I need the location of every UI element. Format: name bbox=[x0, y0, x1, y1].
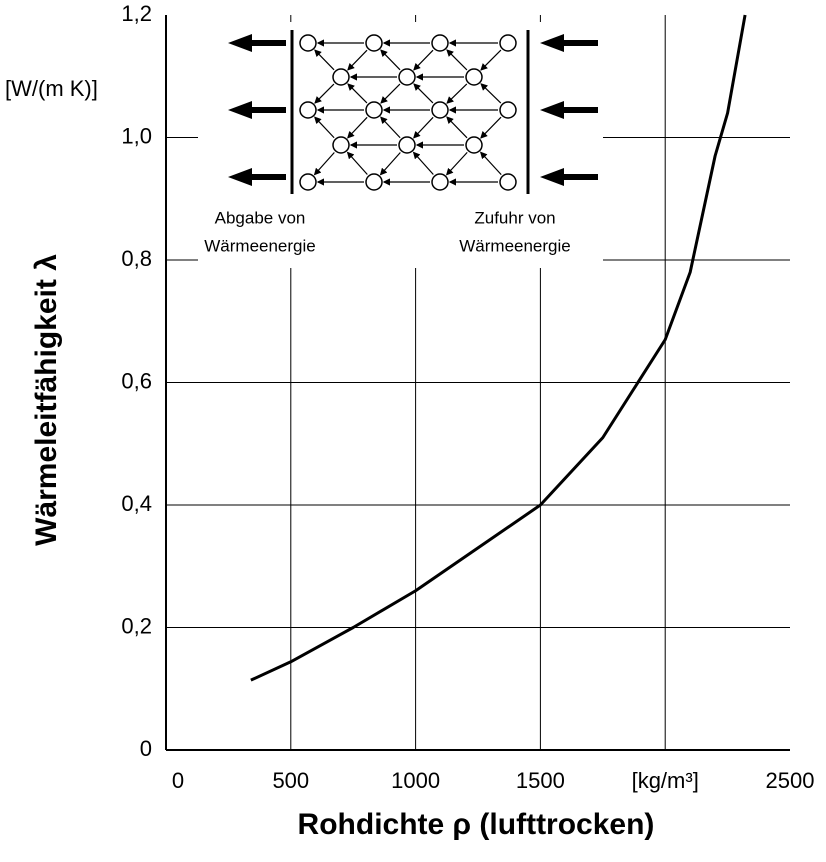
annotation: Wärmeenergie bbox=[459, 236, 571, 255]
plot: 0 0,2 0,4 0,6 0,8 1,0 1,2 0 500 1000 1500 [kg/m³] 25… bbox=[121, 1, 814, 793]
small-arrow bbox=[380, 49, 401, 71]
y-axis-title: Wärmeleitfähigkeit λ bbox=[30, 254, 63, 546]
small-arrow bbox=[314, 49, 335, 71]
particle bbox=[365, 173, 383, 191]
particle bbox=[398, 136, 416, 154]
particle bbox=[365, 101, 383, 119]
x-tick-label: [kg/m³] bbox=[632, 768, 699, 793]
particle bbox=[365, 34, 383, 52]
annotation: Abgabe von bbox=[215, 208, 306, 227]
x-tick-label: 1000 bbox=[391, 768, 440, 793]
particle bbox=[299, 34, 317, 52]
y-tick-label: 0,4 bbox=[121, 491, 152, 516]
small-arrow bbox=[480, 49, 502, 71]
small-arrow bbox=[413, 83, 434, 104]
heat-arrow bbox=[540, 168, 598, 186]
y-tick-label: 0,2 bbox=[121, 613, 152, 638]
y-tick-label: 0,8 bbox=[121, 246, 152, 271]
small-arrow bbox=[413, 116, 434, 139]
y-tick-label: 1,0 bbox=[121, 123, 152, 148]
small-arrow bbox=[446, 83, 468, 104]
x-axis-title: Rohdichte ρ (lufttrocken) bbox=[298, 808, 655, 841]
small-arrow bbox=[314, 116, 335, 139]
heat-arrow bbox=[228, 101, 286, 119]
particle bbox=[431, 34, 449, 52]
y-tick-label: 1,2 bbox=[121, 1, 152, 26]
x-tick-label: 0 bbox=[172, 768, 184, 793]
small-arrow bbox=[347, 49, 368, 71]
small-arrow bbox=[314, 83, 335, 104]
particle bbox=[332, 68, 350, 86]
annotation: Zufuhr von bbox=[474, 208, 555, 227]
inset-diagram: Abgabe von Wärmeenergie Zufuhr von Wärme… bbox=[198, 22, 603, 268]
particle bbox=[398, 68, 416, 86]
small-arrow bbox=[379, 152, 401, 176]
particle bbox=[431, 173, 449, 191]
small-arrow bbox=[446, 49, 468, 71]
small-arrow bbox=[446, 116, 468, 139]
small-arrow bbox=[412, 151, 434, 175]
x-tick-label: 500 bbox=[272, 768, 309, 793]
small-arrow bbox=[445, 151, 468, 176]
small-arrow bbox=[380, 83, 401, 104]
heat-arrow bbox=[540, 101, 598, 119]
small-arrow bbox=[313, 152, 335, 176]
small-arrow bbox=[479, 151, 502, 176]
curve bbox=[250, 14, 747, 682]
small-arrow bbox=[346, 151, 368, 175]
small-arrow bbox=[480, 116, 502, 139]
y-tick-label: 0,6 bbox=[121, 368, 152, 393]
particle bbox=[332, 136, 350, 154]
particle bbox=[299, 101, 317, 119]
heat-arrow bbox=[228, 168, 286, 186]
heat-arrow bbox=[228, 34, 286, 52]
particle bbox=[465, 136, 483, 154]
particle bbox=[499, 34, 517, 52]
annotation: Wärmeenergie bbox=[204, 236, 316, 255]
particle bbox=[465, 68, 483, 86]
heat-arrow bbox=[540, 34, 598, 52]
particle bbox=[299, 173, 317, 191]
x-tick-label: 1500 bbox=[516, 768, 565, 793]
x-tick-label: 2500 bbox=[766, 768, 815, 793]
particle bbox=[431, 101, 449, 119]
particle bbox=[499, 101, 517, 119]
small-arrow bbox=[480, 83, 502, 104]
y-unit: [W/(m K)] bbox=[5, 76, 98, 101]
small-arrow bbox=[380, 116, 401, 139]
particle bbox=[499, 173, 517, 191]
small-arrow bbox=[347, 116, 368, 139]
y-tick-label: 0 bbox=[140, 736, 152, 761]
small-arrow bbox=[347, 83, 368, 104]
small-arrow bbox=[413, 49, 434, 71]
